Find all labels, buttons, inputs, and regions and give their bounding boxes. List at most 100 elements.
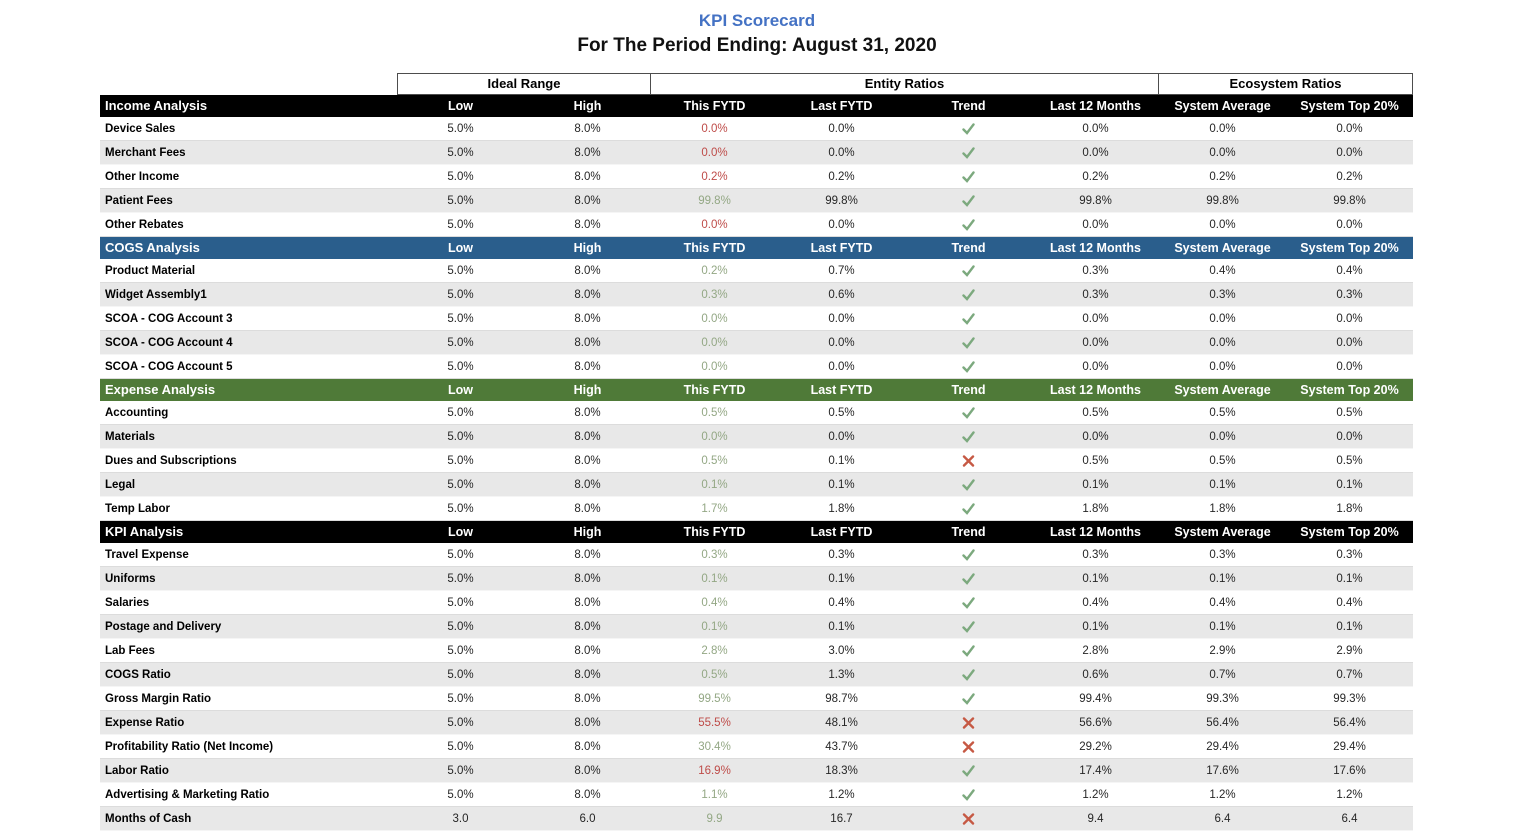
cell-last-fytd: 43.7% xyxy=(825,741,858,753)
cell-high: 8.0% xyxy=(574,219,601,231)
cell-system-average: 0.1% xyxy=(1209,621,1236,633)
cell-high: 8.0% xyxy=(574,431,601,443)
trend-cell xyxy=(905,307,1032,331)
cell-last-fytd: 1.2% xyxy=(828,789,855,801)
column-header-system-average: System Average xyxy=(1174,241,1271,255)
trend-cell xyxy=(905,497,1032,521)
column-header-low: Low xyxy=(448,383,473,397)
row-label: Gross Margin Ratio xyxy=(105,693,212,705)
trend-cell xyxy=(905,711,1032,735)
cell-last-12-months: 0.1% xyxy=(1082,573,1109,585)
table-row-salaries: Salaries 5.0% 8.0% 0.4% 0.4% 0.4% 0.4% 0.4% xyxy=(100,591,1413,615)
trend-cell xyxy=(905,687,1032,711)
check-icon xyxy=(962,621,975,633)
row-label: Uniforms xyxy=(105,573,156,585)
cell-system-average: 2.9% xyxy=(1209,645,1236,657)
trend-cell xyxy=(905,283,1032,307)
section-header-kpi-analysis: KPI Analysis Low High This FYTD Last FYTD Tre… xyxy=(100,521,1413,543)
trend-cell xyxy=(905,449,1032,473)
table-row-scoa-cog-account-5: SCOA - COG Account 5 5.0% 8.0% 0.0% 0.0% 0.0%… xyxy=(100,355,1413,379)
cell-high: 8.0% xyxy=(574,573,601,585)
table-row-device-sales: Device Sales 5.0% 8.0% 0.0% 0.0% 0.0% 0.0% 0.0% xyxy=(100,117,1413,141)
cell-last-fytd: 0.0% xyxy=(828,431,855,443)
cell-high: 8.0% xyxy=(574,361,601,373)
row-label: Lab Fees xyxy=(105,645,155,657)
cell-system-top-20: 2.9% xyxy=(1336,645,1363,657)
cell-low: 5.0% xyxy=(447,337,474,349)
cell-high: 8.0% xyxy=(574,669,601,681)
cell-last-12-months: 0.3% xyxy=(1082,549,1109,561)
cell-last-12-months: 0.5% xyxy=(1082,407,1109,419)
cell-system-top-20: 1.2% xyxy=(1336,789,1363,801)
row-label: COGS Ratio xyxy=(105,669,171,681)
cell-system-top-20: 0.0% xyxy=(1336,313,1363,325)
cell-system-average: 0.0% xyxy=(1209,219,1236,231)
trend-cell xyxy=(905,567,1032,591)
cell-this-fytd: 0.3% xyxy=(701,289,728,301)
cell-system-top-20: 0.0% xyxy=(1336,361,1363,373)
cell-this-fytd: 2.8% xyxy=(701,645,728,657)
check-icon xyxy=(962,337,975,349)
section-header-expense-analysis: Expense Analysis Low High This FYTD Last FYT… xyxy=(100,379,1413,401)
cell-this-fytd: 0.0% xyxy=(701,431,728,443)
column-header-system-average: System Average xyxy=(1174,525,1271,539)
cell-this-fytd: 0.3% xyxy=(701,549,728,561)
x-icon xyxy=(962,741,975,753)
cell-low: 5.0% xyxy=(447,573,474,585)
cell-last-12-months: 0.1% xyxy=(1082,621,1109,633)
trend-cell xyxy=(905,639,1032,663)
row-label: Legal xyxy=(105,479,136,491)
cell-last-12-months: 0.5% xyxy=(1082,455,1109,467)
x-icon xyxy=(962,717,975,729)
cell-system-top-20: 0.3% xyxy=(1336,289,1363,301)
kpi-scorecard-table: Ideal Range Entity Ratios Ecosystem Ratios… xyxy=(100,73,1413,831)
cell-low: 5.0% xyxy=(447,431,474,443)
cell-this-fytd: 0.5% xyxy=(701,407,728,419)
cell-high: 8.0% xyxy=(574,645,601,657)
cell-last-fytd: 0.0% xyxy=(828,219,855,231)
column-header-system-top-20: System Top 20% xyxy=(1300,241,1399,255)
check-icon xyxy=(962,669,975,681)
table-row-other-income: Other Income 5.0% 8.0% 0.2% 0.2% 0.2% 0.2% 0.2% xyxy=(100,165,1413,189)
row-label: Device Sales xyxy=(105,123,176,135)
cell-low: 5.0% xyxy=(447,455,474,467)
table-row-gross-margin-ratio: Gross Margin Ratio 5.0% 8.0% 99.5% 98.7% 99.4… xyxy=(100,687,1413,711)
cell-last-fytd: 0.1% xyxy=(828,479,855,491)
cell-this-fytd: 0.0% xyxy=(701,313,728,325)
section-title-kpi-analysis: KPI Analysis xyxy=(105,524,184,539)
cell-high: 8.0% xyxy=(574,289,601,301)
column-header-trend: Trend xyxy=(951,525,986,539)
row-label: Product Material xyxy=(105,265,196,277)
cell-system-average: 1.8% xyxy=(1209,503,1236,515)
check-icon xyxy=(962,479,975,491)
cell-last-fytd: 16.7 xyxy=(830,813,853,825)
cell-last-fytd: 0.1% xyxy=(828,573,855,585)
section-header-cogs-analysis: COGS Analysis Low High This FYTD Last FYTD Tr… xyxy=(100,237,1413,259)
row-label: Other Income xyxy=(105,171,180,183)
cell-this-fytd: 0.5% xyxy=(701,669,728,681)
row-label: Travel Expense xyxy=(105,549,189,561)
cell-system-top-20: 0.0% xyxy=(1336,147,1363,159)
cell-last-fytd: 3.0% xyxy=(828,645,855,657)
row-label: Postage and Delivery xyxy=(105,621,222,633)
cell-low: 5.0% xyxy=(447,195,474,207)
table-row-temp-labor: Temp Labor 5.0% 8.0% 1.7% 1.8% 1.8% 1.8% 1.8% xyxy=(100,497,1413,521)
cell-system-top-20: 0.3% xyxy=(1336,549,1363,561)
check-icon xyxy=(962,219,975,231)
column-header-high: High xyxy=(573,525,602,539)
cell-this-fytd: 0.5% xyxy=(701,455,728,467)
cell-system-average: 29.4% xyxy=(1206,741,1239,753)
cell-system-average: 0.0% xyxy=(1209,147,1236,159)
page-title: KPI Scorecard xyxy=(698,11,816,30)
row-label: Labor Ratio xyxy=(105,765,169,777)
cell-last-12-months: 2.8% xyxy=(1082,645,1109,657)
cell-low: 5.0% xyxy=(447,123,474,135)
cell-system-average: 0.3% xyxy=(1209,549,1236,561)
trend-cell xyxy=(905,189,1032,213)
row-label: Dues and Subscriptions xyxy=(105,455,237,467)
table-row-labor-ratio: Labor Ratio 5.0% 8.0% 16.9% 18.3% 17.4% 17.6% 1… xyxy=(100,759,1413,783)
column-header-this-fytd: This FYTD xyxy=(683,99,746,113)
cell-low: 5.0% xyxy=(447,717,474,729)
table-row-postage-and-delivery: Postage and Delivery 5.0% 8.0% 0.1% 0.1% 0.1%… xyxy=(100,615,1413,639)
check-icon xyxy=(962,289,975,301)
